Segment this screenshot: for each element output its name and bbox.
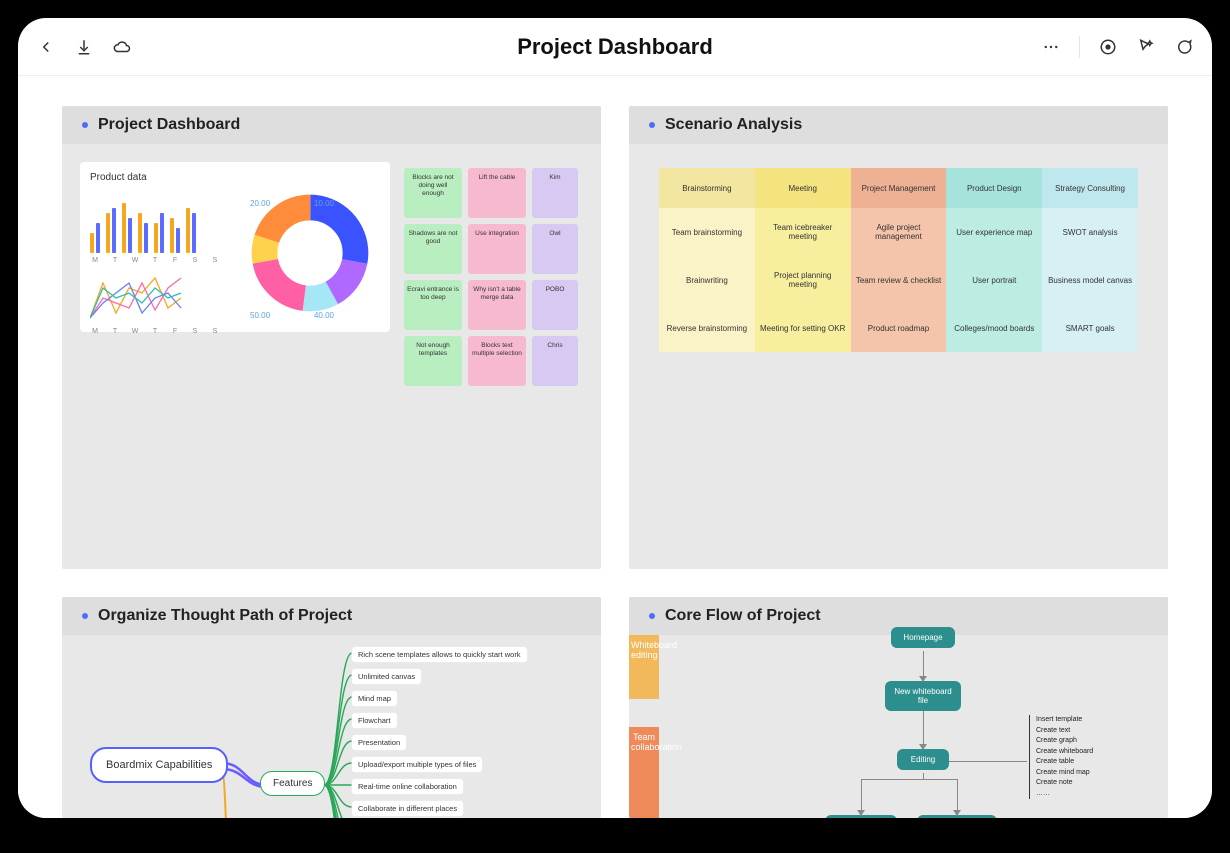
- scenario-table: BrainstormingMeetingProject ManagementPr…: [659, 168, 1138, 352]
- mindmap-leaf[interactable]: Flowchart: [352, 713, 397, 728]
- bullet-icon: [649, 122, 655, 128]
- panel-header: Organize Thought Path of Project: [62, 597, 601, 635]
- mindmap-leaf[interactable]: Mind map: [352, 691, 397, 706]
- donut-chart: 20.00 10.00 50.00 40.00: [250, 193, 380, 363]
- panel-core-flow[interactable]: Core Flow of Project Whiteboard editing T…: [629, 597, 1168, 818]
- mindmap-root[interactable]: Boardmix Capabilities: [90, 747, 228, 783]
- donut-label-br: 40.00: [314, 311, 334, 320]
- scenario-cell[interactable]: Meeting for setting OKR: [755, 304, 851, 352]
- line-axis: MTWTFSS: [90, 328, 220, 335]
- cursor-sparkle-icon[interactable]: [1136, 37, 1156, 57]
- sticky-note[interactable]: Ecravi entrance is too deep: [404, 280, 462, 330]
- scenario-header-cell: Project Management: [851, 168, 947, 208]
- panel-title: Organize Thought Path of Project: [98, 607, 352, 625]
- panel-title: Core Flow of Project: [665, 607, 821, 625]
- sticky-note[interactable]: Lift the cable: [468, 168, 526, 218]
- scenario-cell[interactable]: Agile project management: [851, 208, 947, 256]
- top-toolbar: Project Dashboard: [18, 18, 1212, 76]
- donut-label-bl: 50.00: [250, 311, 270, 320]
- donut-label-tl: 20.00: [250, 199, 270, 208]
- scenario-cell[interactable]: SWOT analysis: [1042, 208, 1138, 256]
- scenario-cell[interactable]: SMART goals: [1042, 304, 1138, 352]
- panel-thought-path[interactable]: Organize Thought Path of Project Boardmi…: [62, 597, 601, 818]
- scenario-cell[interactable]: Brainwriting: [659, 256, 755, 304]
- product-data-card: Product data MTWTFSS MTWTFSS: [80, 162, 390, 332]
- divider: [1079, 36, 1080, 58]
- flow-node[interactable]: Editing: [897, 749, 949, 770]
- app-window: Project Dashboard Project Dashboard: [18, 18, 1212, 818]
- panel-header: Project Dashboard: [62, 106, 601, 144]
- mindmap-leaf[interactable]: Presentation: [352, 735, 406, 750]
- flow-section-tag: Team collaboration: [629, 727, 659, 818]
- sticky-note[interactable]: Owl: [532, 224, 578, 274]
- sticky-note[interactable]: Chris: [532, 336, 578, 386]
- bar-chart: [90, 199, 220, 253]
- mindmap-leaf[interactable]: Collaborate in different places: [352, 801, 463, 816]
- panel-scenario-analysis[interactable]: Scenario Analysis BrainstormingMeetingPr…: [629, 106, 1168, 569]
- flow-section-tag: Whiteboard editing: [629, 635, 659, 699]
- mindmap: Boardmix Capabilities Features Rich scen…: [62, 635, 601, 818]
- flow-side-list: Insert templateCreate textCreate graphCr…: [1029, 715, 1093, 799]
- bullet-icon: [82, 613, 88, 619]
- sticky-note[interactable]: Use integration: [468, 224, 526, 274]
- flow-node[interactable]: Homepage: [891, 627, 955, 648]
- scenario-cell[interactable]: Product roadmap: [851, 304, 947, 352]
- scenario-header-cell: Product Design: [946, 168, 1042, 208]
- line-chart: [90, 272, 186, 322]
- mindmap-leaf[interactable]: Rich scene templates allows to quickly s…: [352, 647, 527, 662]
- more-icon[interactable]: [1041, 37, 1061, 57]
- scenario-cell[interactable]: User experience map: [946, 208, 1042, 256]
- cloud-icon[interactable]: [112, 37, 132, 57]
- mindmap-leaf[interactable]: Real-time online collaboration: [352, 779, 463, 794]
- scenario-cell[interactable]: Team review & checklist: [851, 256, 947, 304]
- canvas-grid: Project Dashboard Product data MTWTFSS: [18, 76, 1212, 818]
- flow-node[interactable]: New whiteboard file: [885, 681, 961, 711]
- scenario-cell[interactable]: User portrait: [946, 256, 1042, 304]
- card-title: Product data: [90, 172, 380, 183]
- panel-header: Scenario Analysis: [629, 106, 1168, 144]
- bullet-icon: [82, 122, 88, 128]
- scenario-cell[interactable]: Project planning meeting: [755, 256, 851, 304]
- sticky-note[interactable]: Kim: [532, 168, 578, 218]
- bullet-icon: [649, 613, 655, 619]
- bar-axis: MTWTFSS: [90, 257, 220, 264]
- mindmap-leaf[interactable]: Unlimited canvas: [352, 669, 421, 684]
- mindmap-hub[interactable]: Features: [260, 771, 325, 796]
- flowchart: Whiteboard editingTeam collaborationHome…: [629, 635, 1168, 818]
- scenario-cell[interactable]: Colleges/mood boards: [946, 304, 1042, 352]
- sticky-note[interactable]: Not enough templates: [404, 336, 462, 386]
- scenario-cell[interactable]: Team brainstorming: [659, 208, 755, 256]
- scenario-header-cell: Meeting: [755, 168, 851, 208]
- sticky-note[interactable]: Why isn't a table merge data: [468, 280, 526, 330]
- scenario-cell[interactable]: Business model canvas: [1042, 256, 1138, 304]
- scenario-header-cell: Strategy Consulting: [1042, 168, 1138, 208]
- sticky-note[interactable]: Blocks text multiple selection: [468, 336, 526, 386]
- mindmap-leaf[interactable]: Upload/export multiple types of files: [352, 757, 482, 772]
- comment-icon[interactable]: [1174, 37, 1194, 57]
- download-icon[interactable]: [74, 37, 94, 57]
- sticky-note[interactable]: POBO: [532, 280, 578, 330]
- panel-title: Project Dashboard: [98, 116, 240, 134]
- sticky-note[interactable]: Shadows are not good: [404, 224, 462, 274]
- scenario-header-cell: Brainstorming: [659, 168, 755, 208]
- page-title: Project Dashboard: [517, 34, 713, 60]
- scenario-cell[interactable]: Team icebreaker meeting: [755, 208, 851, 256]
- donut-label-tr: 10.00: [314, 199, 334, 208]
- bar-line-column: MTWTFSS MTWTFSS: [90, 193, 220, 335]
- scenario-cell[interactable]: Reverse brainstorming: [659, 304, 755, 352]
- sticky-notes-grid: Blocks are not doing well enoughLift the…: [404, 168, 578, 569]
- panel-project-dashboard[interactable]: Project Dashboard Product data MTWTFSS: [62, 106, 601, 569]
- panel-title: Scenario Analysis: [665, 116, 802, 134]
- record-icon[interactable]: [1098, 37, 1118, 57]
- sticky-note[interactable]: Blocks are not doing well enough: [404, 168, 462, 218]
- back-icon[interactable]: [36, 37, 56, 57]
